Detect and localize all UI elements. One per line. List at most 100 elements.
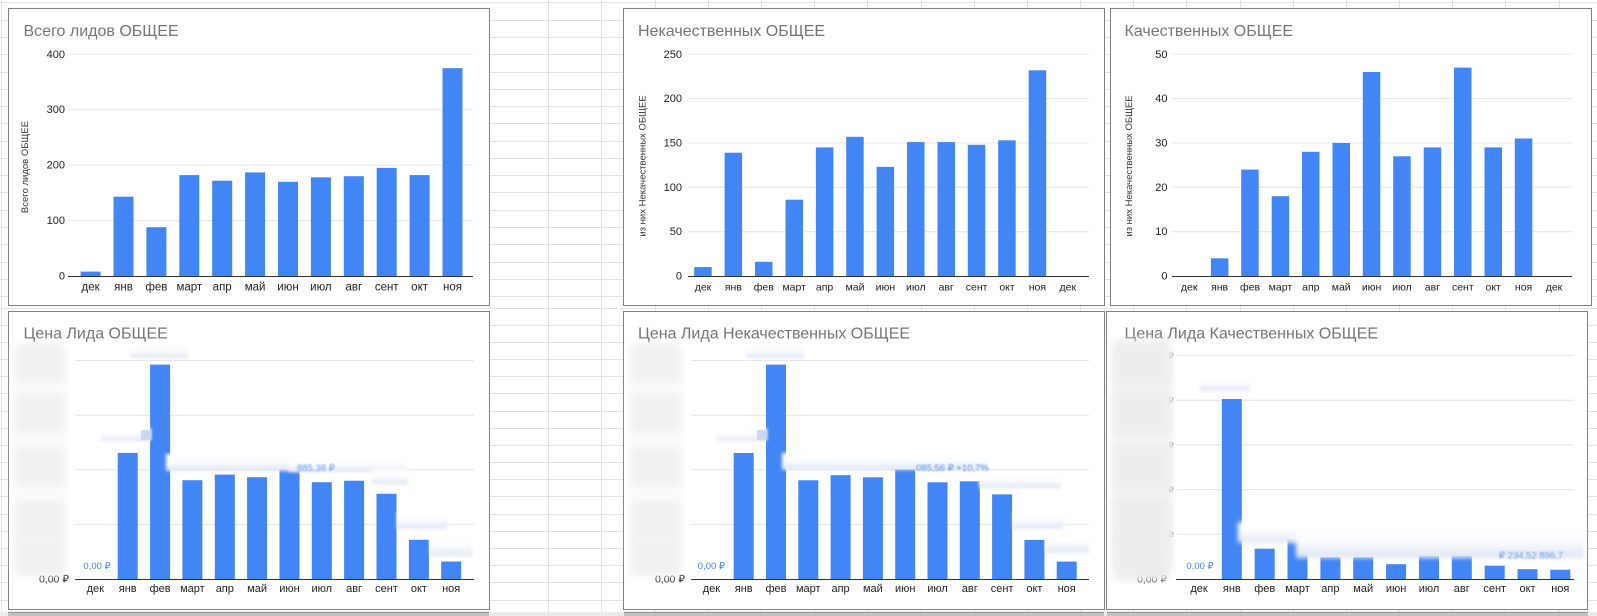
svg-text:0: 0 (676, 271, 682, 283)
svg-text:июн: июн (279, 583, 299, 595)
svg-text:окт: окт (1519, 583, 1535, 595)
svg-text:окт: окт (411, 282, 429, 294)
svg-text:май: май (247, 583, 267, 595)
svg-text:янв: янв (1223, 583, 1241, 595)
svg-text:Цена Лида ОБЩЕЕ: Цена Лида ОБЩЕЕ (24, 326, 168, 343)
svg-text:0: 0 (1161, 271, 1167, 283)
svg-text:апр: апр (1302, 282, 1320, 294)
svg-text:май: май (1353, 583, 1373, 595)
svg-text:Цена Лида Некачественных ОБЩЕЕ: Цена Лида Некачественных ОБЩЕЕ (638, 326, 910, 343)
svg-text:июл: июл (312, 583, 333, 595)
svg-text:авг: авг (1425, 282, 1440, 294)
svg-text:июн: июн (1362, 282, 1382, 294)
svg-text:дек: дек (1181, 282, 1198, 294)
svg-text:885,38 ₽: 885,38 ₽ (297, 463, 336, 474)
svg-text:авг: авг (345, 282, 362, 294)
svg-text:июл: июл (1419, 583, 1440, 595)
svg-text:янв: янв (114, 282, 133, 294)
svg-text:окт: окт (1026, 583, 1042, 595)
svg-text:май: май (1332, 282, 1351, 294)
svg-text:июн: июн (1386, 583, 1406, 595)
svg-text:Цена Лида Качественных ОБЩЕЕ: Цена Лида Качественных ОБЩЕЕ (1125, 326, 1379, 343)
svg-text:апр: апр (831, 583, 849, 595)
svg-text:400: 400 (47, 49, 65, 61)
svg-text:март: март (1269, 282, 1293, 294)
svg-text:апр: апр (216, 583, 234, 595)
svg-text:сент: сент (1452, 282, 1474, 294)
svg-text:апр: апр (213, 282, 232, 294)
svg-text:100: 100 (47, 215, 65, 227)
svg-text:Всего лидов ОБЩЕЕ: Всего лидов ОБЩЕЕ (24, 23, 179, 40)
svg-text:300: 300 (47, 104, 65, 116)
svg-text:0,00 ₽: 0,00 ₽ (39, 574, 69, 586)
svg-text:март: март (782, 282, 806, 294)
svg-text:дек: дек (695, 282, 712, 294)
svg-text:янв: янв (1211, 282, 1228, 294)
svg-text:окт: окт (411, 583, 427, 595)
svg-text:сент: сент (1483, 583, 1506, 595)
svg-text:100: 100 (664, 182, 682, 194)
svg-text:фев: фев (145, 282, 167, 294)
svg-text:май: май (245, 282, 266, 294)
svg-text:фев: фев (754, 282, 774, 294)
svg-text:250: 250 (664, 49, 682, 61)
svg-text:дек: дек (1060, 282, 1077, 294)
svg-text:150: 150 (664, 138, 682, 150)
svg-text:июн: июн (876, 282, 896, 294)
svg-text:фев: фев (1254, 583, 1275, 595)
svg-text:сент: сент (375, 583, 398, 595)
svg-text:200: 200 (47, 160, 65, 172)
svg-text:30: 30 (1155, 138, 1167, 150)
svg-text:ноя: ноя (443, 282, 462, 294)
svg-text:ноя: ноя (1551, 583, 1569, 595)
svg-text:апр: апр (816, 282, 834, 294)
svg-text:окт: окт (1486, 282, 1502, 294)
svg-text:сент: сент (991, 583, 1014, 595)
svg-text:авг: авг (939, 282, 954, 294)
svg-text:дек: дек (1546, 282, 1563, 294)
svg-text:50: 50 (1155, 49, 1167, 61)
svg-text:0,00 ₽: 0,00 ₽ (1186, 561, 1214, 572)
svg-text:ноя: ноя (1515, 282, 1532, 294)
svg-text:из них Некачественных ОБЩЕЕ: из них Некачественных ОБЩЕЕ (638, 95, 649, 236)
svg-text:янв: янв (119, 583, 137, 595)
svg-text:из них Некачественных ОБЩЕЕ: из них Некачественных ОБЩЕЕ (1124, 95, 1135, 236)
svg-text:фев: фев (150, 583, 171, 595)
svg-text:июл: июл (906, 282, 926, 294)
svg-text:0,00 ₽: 0,00 ₽ (83, 561, 111, 572)
svg-text:янв: янв (725, 282, 742, 294)
svg-text:40: 40 (1155, 93, 1167, 105)
svg-text:ноя: ноя (442, 583, 460, 595)
svg-text:₽ 234,52 896,7: ₽ 234,52 896,7 (1499, 551, 1563, 562)
svg-text:200: 200 (664, 93, 682, 105)
svg-text:0,00 ₽: 0,00 ₽ (655, 574, 685, 586)
svg-text:сент: сент (966, 282, 988, 294)
svg-text:янв: янв (735, 583, 753, 595)
svg-text:дек: дек (703, 583, 721, 595)
svg-text:июл: июл (1392, 282, 1412, 294)
svg-text:март: март (796, 583, 821, 595)
svg-text:март: март (1285, 583, 1310, 595)
svg-text:фев: фев (765, 583, 786, 595)
svg-text:апр: апр (1321, 583, 1339, 595)
svg-text:сент: сент (375, 282, 399, 294)
svg-text:Некачественных ОБЩЕЕ: Некачественных ОБЩЕЕ (638, 23, 825, 40)
svg-text:март: март (180, 583, 205, 595)
svg-text:окт: окт (999, 282, 1015, 294)
svg-text:ноя: ноя (1029, 282, 1046, 294)
svg-text:июн: июн (895, 583, 915, 595)
svg-text:20: 20 (1155, 182, 1167, 194)
svg-text:50: 50 (670, 226, 682, 238)
svg-text:июн: июн (277, 282, 298, 294)
svg-text:ноя: ноя (1058, 583, 1076, 595)
svg-text:май: май (863, 583, 883, 595)
svg-text:авг: авг (962, 583, 978, 595)
svg-text:авг: авг (1454, 583, 1470, 595)
svg-text:0: 0 (59, 271, 65, 283)
svg-text:Всего лидов ОБЩЕЕ: Всего лидов ОБЩЕЕ (20, 121, 31, 213)
svg-text:июл: июл (310, 282, 332, 294)
svg-text:май: май (846, 282, 865, 294)
svg-text:10: 10 (1155, 226, 1167, 238)
svg-text:авг: авг (346, 583, 362, 595)
svg-text:дек: дек (1190, 583, 1208, 595)
